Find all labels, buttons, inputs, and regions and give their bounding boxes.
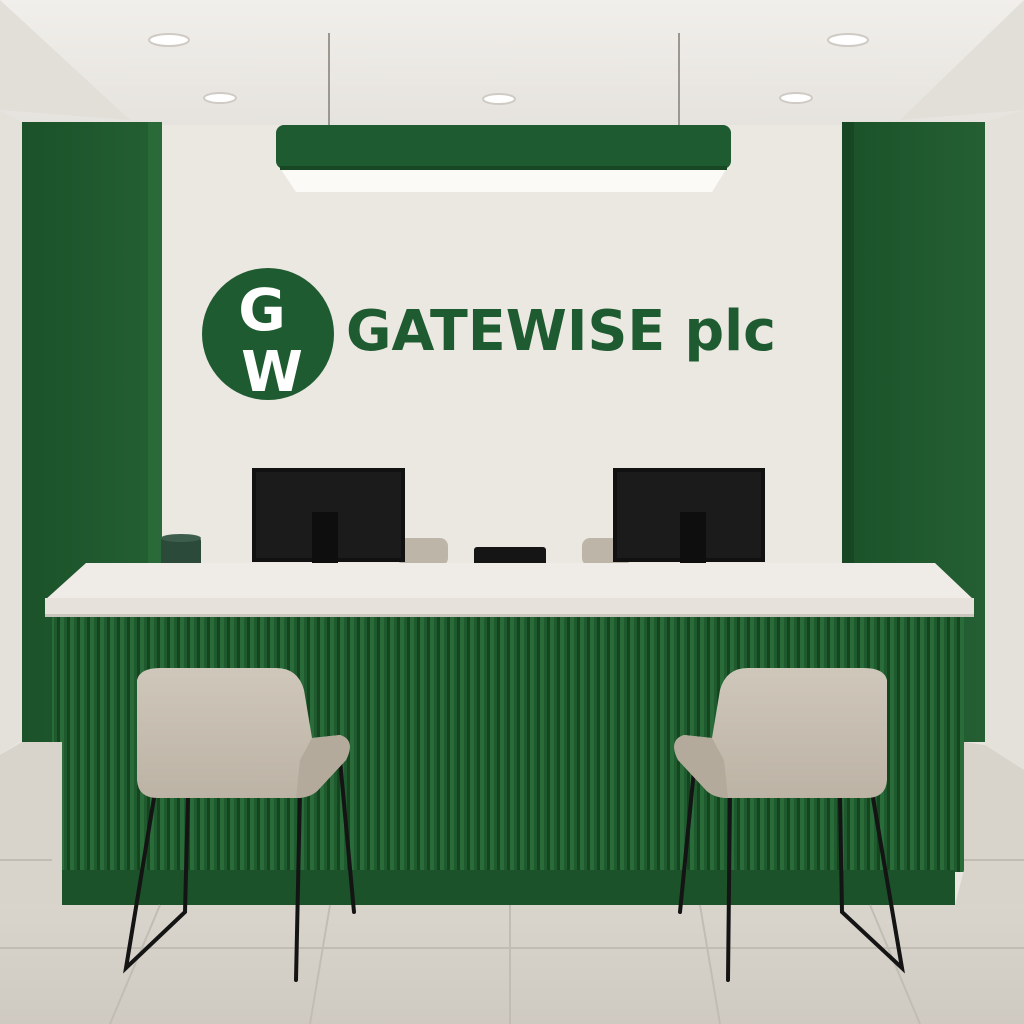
floor-left bbox=[0, 742, 62, 905]
ceiling bbox=[0, 0, 1024, 125]
floor bbox=[0, 905, 1024, 1024]
counter-plinth bbox=[62, 870, 955, 905]
stool-right bbox=[674, 668, 905, 982]
pendant-light bbox=[276, 33, 731, 192]
logo-monogram-w: W bbox=[241, 340, 303, 405]
right-side-wall bbox=[985, 110, 1024, 770]
floor-right bbox=[955, 742, 1024, 905]
ceiling-right-slope bbox=[900, 0, 1024, 120]
ceiling-left-slope bbox=[0, 0, 130, 120]
counter-top-edge bbox=[45, 598, 974, 616]
left-side-wall bbox=[0, 110, 22, 755]
logo-emblem bbox=[202, 268, 334, 400]
floor-tile-lines bbox=[0, 859, 1024, 1024]
company-name: GATEWISE plc bbox=[346, 299, 776, 364]
logo-monogram-g: G bbox=[238, 276, 286, 344]
ceiling-downlights bbox=[148, 33, 869, 105]
stool-left bbox=[123, 668, 356, 982]
company-logo: G W GATEWISE plc bbox=[202, 268, 776, 405]
counter-top bbox=[45, 563, 974, 600]
